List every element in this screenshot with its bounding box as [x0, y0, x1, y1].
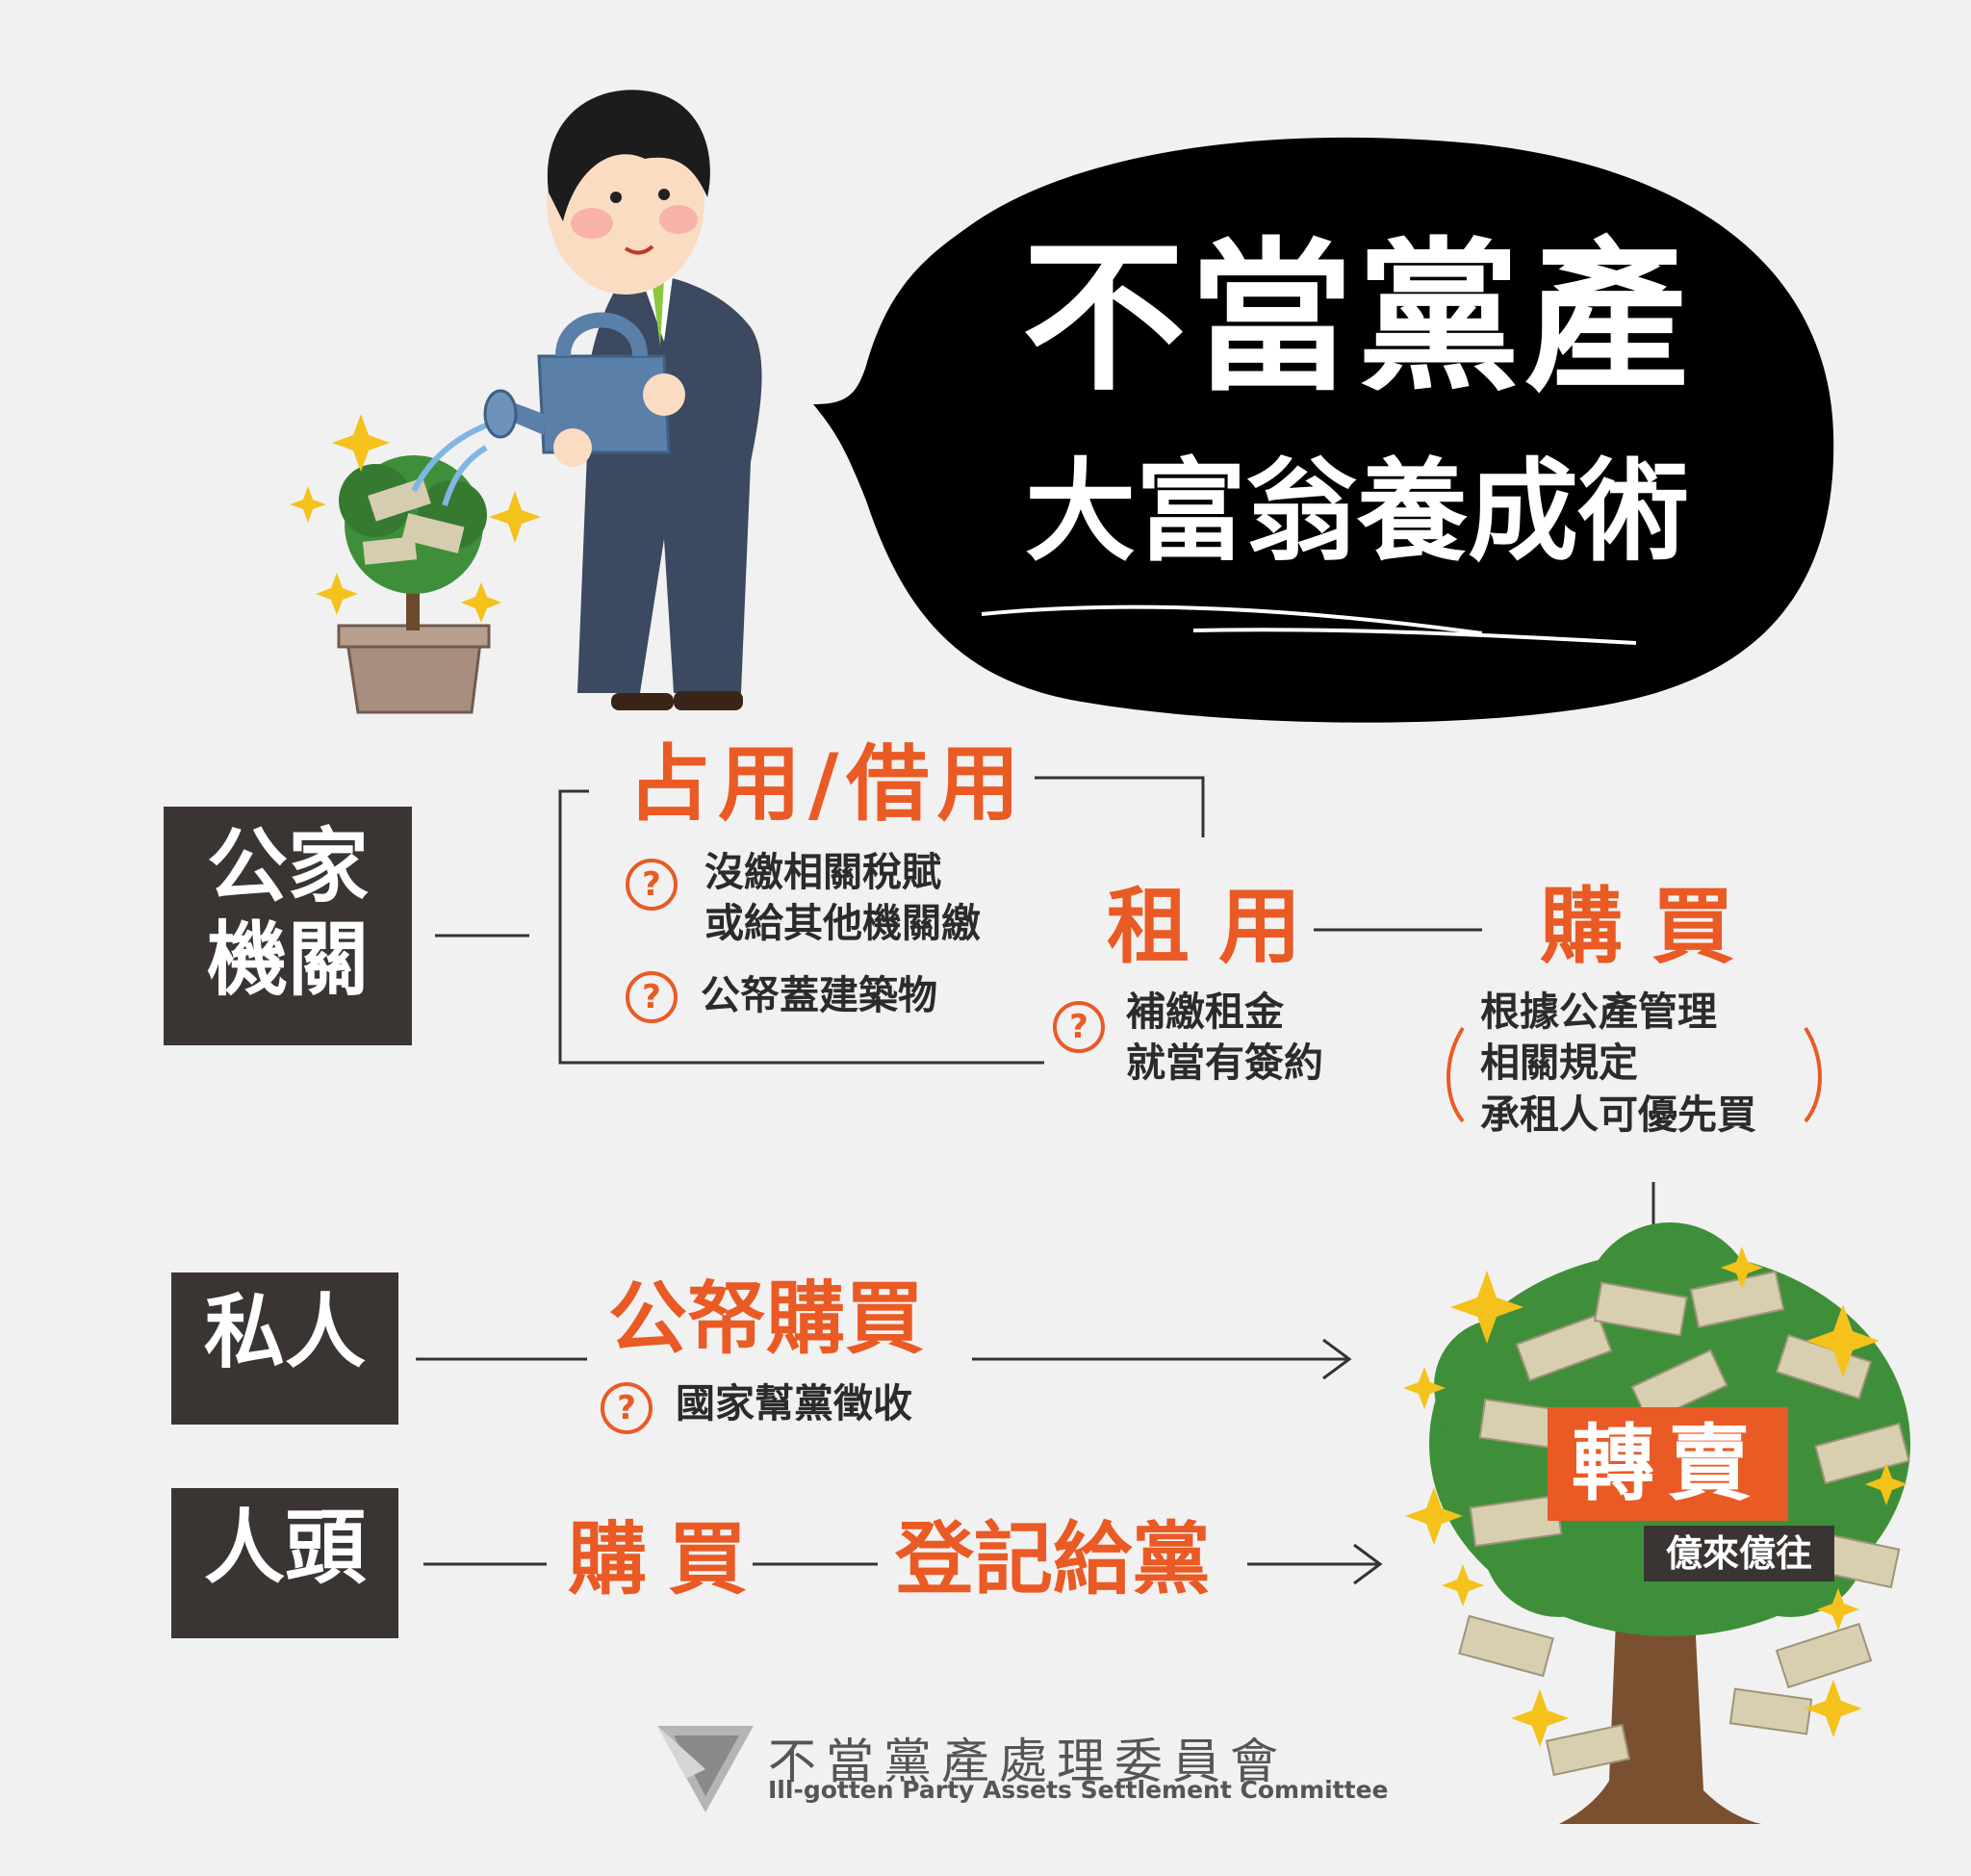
watering-can-icon: [483, 312, 671, 454]
question-icon: ?: [626, 859, 678, 911]
footer-committee-name-en: Ill-gotten Party Assets Settlement Commi…: [768, 1776, 1389, 1804]
buy-note: 根據公產管理 相關規定 承租人可優先買: [1480, 989, 1756, 1138]
private-note: 國家幫黨徵收: [676, 1380, 912, 1426]
rent-note: 補繳租金 就當有簽約: [1126, 989, 1323, 1087]
occupy-note-building: 公帑蓋建築物: [701, 972, 937, 1018]
title-line2: 大富翁養成術: [1024, 448, 1689, 577]
heading-occupy-borrow: 占用/借用: [627, 736, 1028, 833]
question-icon: ?: [626, 971, 678, 1023]
question-icon: ?: [601, 1382, 653, 1434]
committee-logo-icon: [657, 1726, 754, 1812]
heading-register-to-party: 登記給黨: [895, 1514, 1212, 1606]
label-private: 私人: [171, 1272, 398, 1425]
small-money-plant-icon: [337, 455, 491, 714]
heading-buy: 購買: [1540, 879, 1763, 975]
heading-public-funds-purchase: 公帑購買: [608, 1273, 925, 1365]
heading-rent: 租用: [1107, 879, 1330, 975]
heading-resell: 轉賣: [1548, 1407, 1788, 1521]
small-sparkles-icon: [290, 414, 541, 623]
label-public-agency: 公家機關: [164, 807, 412, 1045]
question-icon: ?: [1053, 1001, 1105, 1053]
title-underline: [981, 604, 1483, 635]
label-nominee: 人頭: [171, 1488, 398, 1638]
resell-subtitle: 億來億往: [1644, 1526, 1834, 1581]
occupy-note-tax: 沒繳相關稅賦 或給其他機關繳: [704, 849, 981, 947]
banknote-icons: [1458, 1270, 1910, 1777]
label-public-agency-text: 公家機關: [206, 819, 369, 1007]
heading-nominee-buy: 購買: [568, 1514, 769, 1606]
large-sparkles-icon: [1403, 1246, 1907, 1747]
title-line1: 不當黨產: [1021, 221, 1692, 414]
footer-committee-name-zh: 不當黨產處理委員會: [768, 1734, 1288, 1789]
